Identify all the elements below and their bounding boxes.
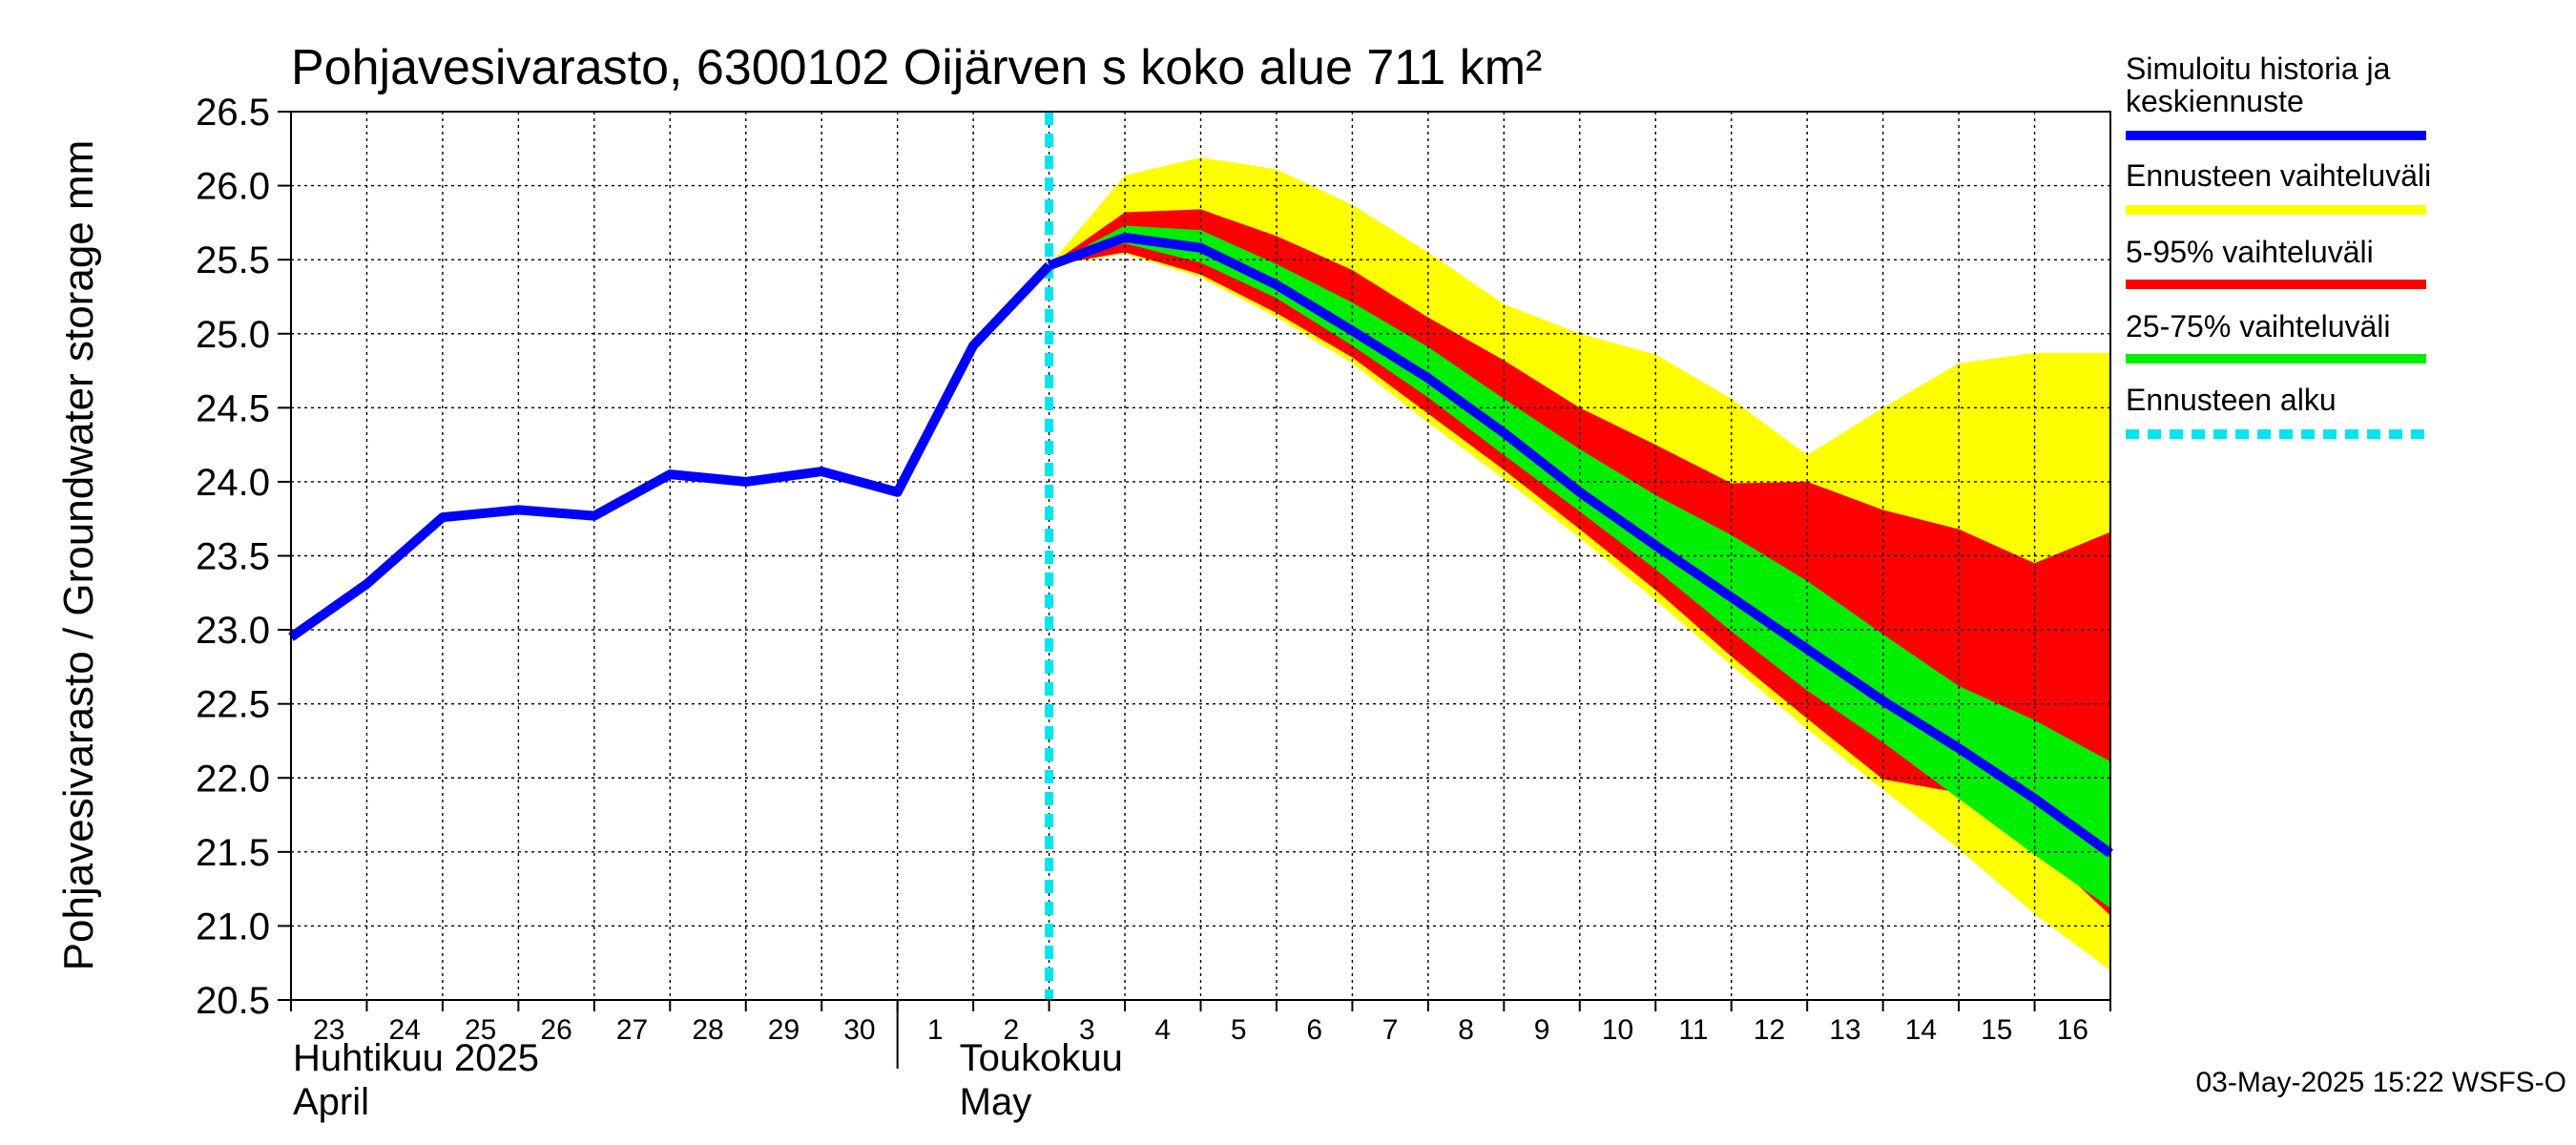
month-label-en: April [293, 1081, 369, 1123]
x-day-label: 3 [1079, 1014, 1095, 1046]
x-day-label: 9 [1534, 1014, 1550, 1046]
x-day-label: 27 [616, 1014, 648, 1046]
y-tick-label: 26.0 [196, 166, 270, 208]
x-day-label: 12 [1754, 1014, 1785, 1046]
legend-label: Ennusteen alku [2126, 383, 2337, 417]
legend-label: Simuloitu historia ja [2126, 52, 2391, 86]
y-tick-label: 22.0 [196, 758, 270, 800]
grid-lines [291, 111, 2110, 1001]
x-day-label: 7 [1382, 1014, 1399, 1046]
x-day-label: 8 [1458, 1014, 1474, 1046]
x-day-label: 4 [1154, 1014, 1171, 1046]
x-day-label: 6 [1306, 1014, 1322, 1046]
legend-label: Ennusteen vaihteluväli [2126, 158, 2431, 193]
forecast-median-line [1047, 232, 2113, 858]
x-day-label: 25 [465, 1014, 496, 1046]
y-tick-label: 24.0 [196, 462, 270, 504]
x-day-label: 5 [1231, 1014, 1247, 1046]
band-5-95 [1049, 209, 2110, 916]
y-tick-label: 23.5 [196, 536, 270, 578]
x-day-label: 16 [2057, 1014, 2088, 1046]
x-day-label: 26 [540, 1014, 571, 1046]
x-day-label: 1 [927, 1014, 944, 1046]
data-lines [288, 112, 2113, 1000]
x-day-label: 2 [1004, 1014, 1020, 1046]
y-tick-label: 21.5 [196, 832, 270, 874]
x-day-label: 23 [313, 1014, 344, 1046]
legend-label-line2: keskiennuste [2126, 84, 2304, 118]
x-day-label: 15 [1981, 1014, 2012, 1046]
y-axis-label: Pohjavesivarasto / Groundwater storage m… [55, 140, 102, 971]
x-day-label: 10 [1602, 1014, 1633, 1046]
legend-label: 25-75% vaihteluväli [2126, 309, 2391, 344]
x-day-label: 29 [768, 1014, 800, 1046]
y-tick-label: 22.5 [196, 684, 270, 726]
x-day-label: 28 [692, 1014, 723, 1046]
x-axis-ticks: 23 24 25 26 27 28 29 30 1 2 3 4 5 6 7 8 9 10 11 12 13 14 15 16 [290, 1000, 2111, 1046]
footer-timestamp: 03-May-2025 15:22 WSFS-O [2196, 1067, 2567, 1098]
x-day-label: 13 [1829, 1014, 1860, 1046]
month-label-fi: Huhtikuu 2025 [293, 1037, 539, 1079]
y-axis-ticks: 20.5 21.0 21.5 22.0 22.5 23.0 23.5 24.0 24.5 25.0… [196, 92, 291, 1022]
month-label-en: May [960, 1081, 1032, 1123]
y-tick-label: 25.5 [196, 239, 270, 281]
y-tick-label: 21.0 [196, 906, 270, 947]
x-day-label: 24 [389, 1014, 421, 1046]
x-day-label: 11 [1678, 1014, 1708, 1046]
chart-title: Pohjavesivarasto, 6300102 Oijärven s kok… [291, 40, 1542, 95]
month-label-fi: Toukokuu [960, 1037, 1123, 1079]
y-tick-label: 24.5 [196, 387, 270, 429]
x-day-label: 14 [1905, 1014, 1937, 1046]
y-tick-label: 26.5 [196, 92, 270, 134]
legend-label: 5-95% vaihteluväli [2126, 235, 2374, 269]
x-day-label: 30 [843, 1014, 875, 1046]
y-tick-label: 25.0 [196, 314, 270, 356]
y-tick-label: 23.0 [196, 610, 270, 652]
history-line [288, 261, 1053, 641]
y-tick-label: 20.5 [196, 980, 270, 1022]
